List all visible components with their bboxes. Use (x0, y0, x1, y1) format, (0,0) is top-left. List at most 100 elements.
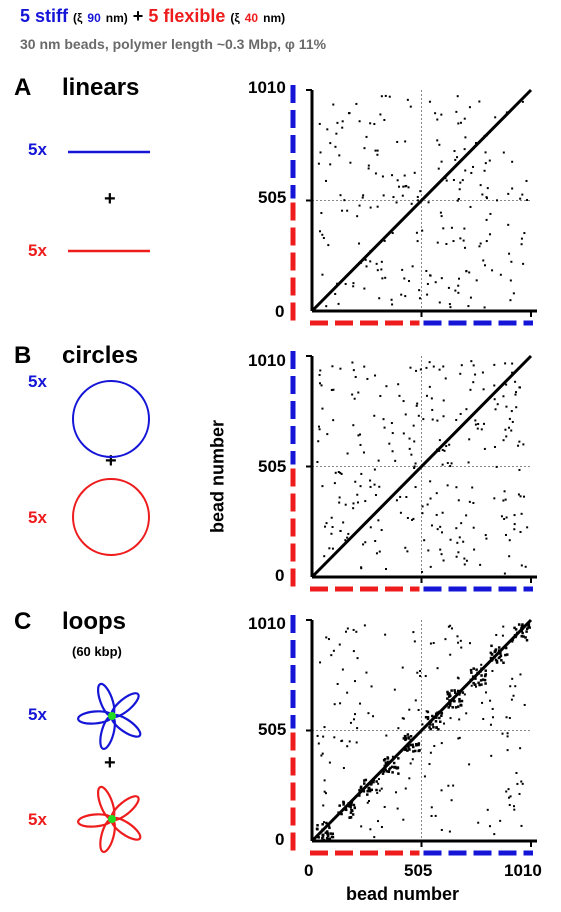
loop-contact-point (513, 626, 516, 630)
contact-point (472, 526, 475, 529)
contact-point (507, 796, 510, 799)
contact-point (481, 371, 484, 374)
contact-point (464, 169, 467, 172)
contact-point (384, 276, 387, 279)
contact-point (399, 495, 402, 498)
contact-point (485, 196, 488, 199)
contact-point (463, 148, 466, 151)
contact-point (519, 495, 522, 498)
contact-point (449, 538, 452, 541)
contact-point (363, 365, 366, 368)
plot-c-ytick-top: 1010 (248, 614, 286, 633)
contact-point (335, 132, 338, 135)
contact-point (429, 480, 432, 483)
contact-point (505, 790, 508, 793)
contact-point (363, 624, 366, 627)
contact-point (347, 532, 350, 535)
contact-point (382, 194, 385, 197)
contact-point (373, 836, 376, 839)
loop-contact-point (418, 749, 421, 752)
loop-contact-point (359, 785, 363, 789)
contact-point (325, 305, 328, 308)
contact-point (468, 106, 471, 109)
contact-point (496, 199, 499, 202)
contact-point (524, 565, 527, 568)
title-plus: + (132, 6, 144, 26)
contact-point (421, 723, 424, 726)
loop-contact-point (428, 723, 432, 726)
loop-contact-point (389, 766, 392, 770)
xtick-top: 1010 (504, 861, 542, 880)
contact-point (445, 179, 448, 182)
contact-point (340, 472, 343, 475)
contact-point (319, 661, 322, 664)
contact-point (408, 777, 411, 780)
contact-point (409, 366, 412, 369)
contact-point (421, 505, 424, 508)
contact-point (323, 555, 326, 558)
contact-point (489, 723, 492, 726)
contact-point (449, 717, 452, 720)
contact-point (426, 293, 429, 296)
contact-point (465, 559, 468, 562)
contact-point (369, 526, 372, 529)
contact-point (510, 260, 513, 263)
contact-point (493, 398, 496, 401)
loop-contact-point (454, 706, 458, 709)
contact-point (441, 448, 444, 451)
contact-point (438, 143, 441, 146)
contact-point (380, 787, 383, 790)
loop-contact-point (327, 837, 330, 841)
contact-point (484, 162, 487, 165)
contact-point (416, 402, 419, 405)
loop-contact-point (439, 720, 442, 723)
contact-point (517, 493, 520, 496)
contact-point (404, 546, 407, 549)
contact-point (428, 361, 431, 364)
contact-point (349, 721, 352, 724)
diagonal (310, 618, 533, 843)
loop-contact-point (521, 623, 524, 626)
contact-point (502, 395, 505, 398)
contact-point (510, 410, 513, 413)
loop-contact-point (328, 837, 332, 841)
loop-contact-point (460, 699, 464, 703)
contact-point (470, 684, 473, 687)
contact-point (328, 825, 331, 828)
contact-point (358, 204, 361, 207)
loop-contact-point (495, 661, 499, 664)
contact-point (526, 526, 529, 529)
contact-point (359, 485, 362, 488)
contact-point (329, 163, 332, 166)
contact-point (352, 507, 355, 510)
diagonal (310, 354, 533, 579)
loop-contact-point (338, 804, 341, 807)
contact-point (440, 828, 443, 831)
loop-contact-point (321, 836, 324, 840)
contact-point (506, 749, 509, 752)
contact-point (509, 685, 512, 688)
contact-point (514, 685, 517, 688)
contact-point (409, 762, 412, 765)
loop-contact-point (450, 689, 453, 692)
contact-point (440, 531, 443, 534)
loop-contact-point (325, 830, 329, 833)
contact-point (452, 784, 455, 787)
loop-contact-point (344, 808, 348, 812)
contact-point (344, 630, 347, 633)
loop-contact-point (484, 669, 487, 672)
contact-point (344, 539, 347, 542)
contact-point (346, 627, 349, 630)
contact-point (482, 388, 485, 391)
loop-contact-point (484, 682, 487, 685)
contact-point (321, 233, 324, 236)
contact-point (423, 775, 426, 778)
contact-point (396, 179, 399, 182)
contact-point (317, 162, 320, 165)
contact-point (402, 818, 405, 821)
contact-point (454, 158, 457, 161)
loop-contact-point (347, 804, 351, 808)
contact-map-loops (290, 615, 537, 856)
contact-point (470, 360, 473, 363)
